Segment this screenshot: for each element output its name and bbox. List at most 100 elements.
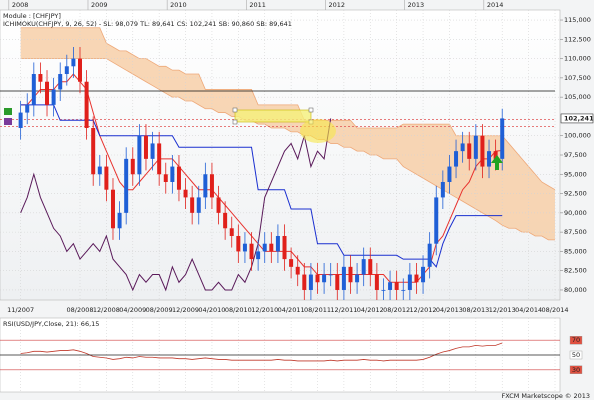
legend-text: ICHIMOKU(CHFJPY, 9, 26, 52) - SL: 98,079… xyxy=(3,20,292,28)
candle-body xyxy=(401,289,406,291)
candle-body xyxy=(91,128,96,175)
candle-body xyxy=(467,143,472,159)
rsi-title: RSI(USD/JPY,Close, 21): 66,15 xyxy=(3,320,99,328)
candle-body xyxy=(78,58,82,82)
candle-body xyxy=(242,243,247,252)
year-label: 2011 xyxy=(249,1,266,9)
candle-body xyxy=(203,174,208,198)
candle-body xyxy=(487,151,492,167)
candle-body xyxy=(473,135,478,159)
candle-body xyxy=(308,274,313,290)
candle-body xyxy=(143,135,148,159)
x-tick-label: 08/2009 xyxy=(146,306,173,314)
highlight-box xyxy=(234,109,312,123)
x-tick-label: 04/2011 xyxy=(278,306,305,314)
footer: FXCM Marketscope © 2013 xyxy=(501,392,590,400)
candle-body xyxy=(229,228,234,236)
candle-body xyxy=(64,66,69,75)
candle-body xyxy=(256,251,261,260)
candle-body xyxy=(262,243,267,252)
y-tick-label: 97,500 xyxy=(564,151,587,159)
candle-body xyxy=(394,282,399,290)
rsi-tag xyxy=(569,336,583,345)
x-tick-label: 04/2009 xyxy=(119,306,146,314)
x-tick-label: 08/2008 xyxy=(66,306,93,314)
candle-body xyxy=(84,81,89,129)
chart-title: Module : [CHFJPY] xyxy=(3,12,61,20)
y-tick-label: 95,000 xyxy=(564,170,587,178)
candle-body xyxy=(302,274,307,290)
candle-body xyxy=(157,143,162,175)
candle-body xyxy=(38,74,43,82)
year-label: 2009 xyxy=(91,1,108,9)
rsi-tick-label: 50 xyxy=(572,351,580,359)
year-label: 2008 xyxy=(12,1,29,9)
candle-body xyxy=(447,166,452,182)
candle-body xyxy=(348,266,353,283)
candle-body xyxy=(163,174,168,182)
candle-body xyxy=(137,135,142,175)
candle-body xyxy=(249,243,254,260)
candle-body xyxy=(361,259,366,275)
candle-body xyxy=(31,74,36,105)
candle-body xyxy=(18,112,23,129)
y-tick-label: 80,000 xyxy=(564,286,587,294)
candle-body xyxy=(176,166,181,190)
x-tick-label: 12/2010 xyxy=(251,306,278,314)
candle-body xyxy=(150,143,155,159)
candle-body xyxy=(289,259,294,267)
candle-body xyxy=(440,181,445,198)
x-tick-label: 08/2013 xyxy=(462,306,489,314)
candle-body xyxy=(434,197,439,244)
y-tick-label: 87,500 xyxy=(564,228,587,236)
candle-body xyxy=(130,158,135,175)
candle-body xyxy=(170,166,175,182)
candle-body xyxy=(421,266,426,283)
x-tick-label: 04/2013 xyxy=(436,306,463,314)
indicator-line xyxy=(20,104,503,268)
candle-body xyxy=(275,235,280,252)
handle xyxy=(232,119,238,125)
x-tick-label: 08/2010 xyxy=(225,306,252,314)
candle-body xyxy=(104,166,109,190)
year-label: 2012 xyxy=(328,1,345,9)
candle-body xyxy=(216,197,221,213)
cloud-lower-edge xyxy=(20,58,555,241)
x-tick-label: 12/2008 xyxy=(93,306,120,314)
candle-body xyxy=(51,89,56,105)
x-tick-label: 04/2010 xyxy=(198,306,225,314)
x-tick-label: 12/2013 xyxy=(489,306,516,314)
price-tag xyxy=(560,113,594,124)
candle-body xyxy=(460,143,465,152)
candle-body xyxy=(236,235,241,252)
y-tick-label: 105,000 xyxy=(564,93,591,101)
candle-body xyxy=(71,58,76,67)
y-tick-label: 112,500 xyxy=(564,35,591,43)
candle-body xyxy=(328,274,333,276)
candle-body xyxy=(183,189,188,198)
y-tick-label: 85,000 xyxy=(564,247,587,255)
candle-body xyxy=(269,243,274,252)
rsi-tick-label: 70 xyxy=(572,336,580,344)
handle xyxy=(308,107,314,113)
up-arrow xyxy=(491,155,503,170)
y-tick-label: 100,000 xyxy=(564,132,591,140)
annotation xyxy=(4,107,503,170)
candle-body xyxy=(335,274,340,290)
candle-body xyxy=(322,274,327,283)
rsi-tag xyxy=(569,365,583,374)
candle-body xyxy=(414,274,419,283)
y-tick-label: 110,000 xyxy=(564,55,591,63)
candle-body xyxy=(295,266,300,275)
candle-body xyxy=(124,158,129,213)
y-tick-label: 92,500 xyxy=(564,190,587,198)
candle-body xyxy=(117,212,122,229)
candle-body xyxy=(223,212,228,229)
candle-body xyxy=(25,104,30,113)
year-label: 2010 xyxy=(170,1,187,9)
year-label: 2013 xyxy=(408,1,425,9)
candle-body xyxy=(110,189,115,229)
price-tag-label: 102,241 xyxy=(564,114,594,122)
candle-body xyxy=(407,274,412,290)
candle-body xyxy=(58,74,63,90)
